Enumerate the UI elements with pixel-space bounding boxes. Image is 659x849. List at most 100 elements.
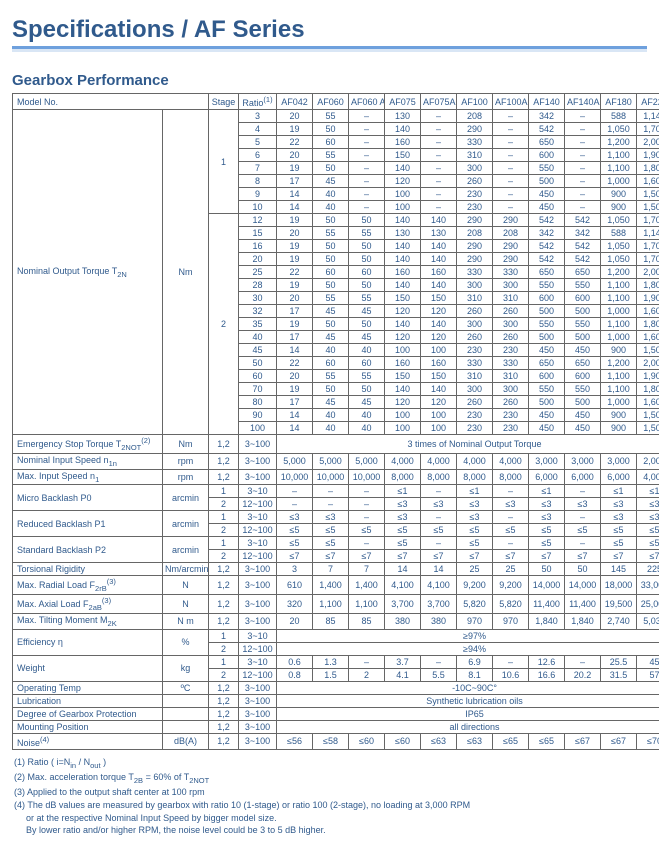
cell: 542 [529,214,565,227]
cell: 140 [421,240,457,253]
param-label: Noise(4) [13,733,163,749]
cell: 150 [385,292,421,305]
cell: 12.6 [529,655,565,668]
cell: 55 [313,227,349,240]
cell: ≤56 [277,733,313,749]
cell: 300 [493,279,529,292]
cell: 120 [385,175,421,188]
cell: – [277,498,313,511]
cell: 1,000 [601,175,637,188]
table-row: Operating TempºC1,23~100-10C~90C° [13,681,659,694]
unit-cell: N [163,595,209,614]
cell: ≤3 [637,498,659,511]
cell: 140 [385,253,421,266]
cell: ≤1 [457,485,493,498]
cell: 290 [493,214,529,227]
cell: 3,000 [565,453,601,469]
ratio-cell: 3~100 [239,453,277,469]
cell: 40 [349,422,385,435]
cell: 100 [421,409,457,422]
cell: 120 [421,331,457,344]
stage-cell: 1,2 [209,613,239,629]
cell: ≤58 [313,733,349,749]
footnote-line: (4) The dB values are measured by gearbo… [14,799,647,812]
unit-cell [163,720,209,733]
span-cell: Synthetic lubrication oils [277,694,659,707]
cell: 1,140 [637,227,659,240]
cell: 1,100 [601,149,637,162]
cell: 22 [277,136,313,149]
cell: 1,600 [637,396,659,409]
cell: 40 [313,344,349,357]
cell: 3,000 [601,453,637,469]
cell: 310 [493,292,529,305]
ratio-cell: 20 [239,253,277,266]
ratio-cell: 3~100 [239,694,277,707]
cell: ≤3 [313,511,349,524]
cell: 1,840 [529,613,565,629]
cell: 450 [565,409,601,422]
cell: 1,900 [637,149,659,162]
cell: – [421,485,457,498]
cell: – [421,511,457,524]
cell: 0.8 [277,668,313,681]
cell: 600 [529,292,565,305]
header-model: Model No. [13,94,209,110]
cell: 542 [529,123,565,136]
cell: – [349,655,385,668]
cell: 19 [277,279,313,292]
cell: 5,030 [637,613,659,629]
ratio-cell: 50 [239,357,277,370]
cell: – [493,149,529,162]
cell: 14 [277,344,313,357]
cell: ≤5 [313,537,349,550]
ratio-cell: 8 [239,175,277,188]
param-label: Emergency Stop Torque T2NOT(2) [13,435,163,454]
cell: ≤5 [601,537,637,550]
cell: 1,100 [601,370,637,383]
stage-cell: 1,2 [209,595,239,614]
cell: 5,000 [277,453,313,469]
cell: ≤1 [637,485,659,498]
cell: 900 [601,422,637,435]
cell: 7 [349,563,385,576]
cell: – [349,175,385,188]
cell: 3.7 [385,655,421,668]
cell: ≤5 [421,524,457,537]
stage-cell: 1,2 [209,576,239,595]
table-row: Efficiency η%13~10≥97% [13,629,659,642]
cell: ≤65 [529,733,565,749]
span-cell: ≥97% [277,629,659,642]
cell: 1,400 [313,576,349,595]
ratio-cell: 35 [239,318,277,331]
unit-cell: rpm [163,453,209,469]
cell: 100 [421,344,457,357]
stage-cell: 1,2 [209,563,239,576]
ratio-cell: 3~10 [239,655,277,668]
cell: – [493,537,529,550]
cell: 100 [385,201,421,214]
cell: 260 [493,305,529,318]
unit-cell [163,694,209,707]
unit-cell: ºC [163,681,209,694]
param-label: Lubrication [13,694,163,707]
ratio-cell: 25 [239,266,277,279]
cell: 19 [277,162,313,175]
cell: – [421,123,457,136]
cell: 290 [493,253,529,266]
cell: ≤60 [349,733,385,749]
cell: 140 [421,214,457,227]
cell: – [565,110,601,123]
cell: 19 [277,383,313,396]
ratio-cell: 4 [239,123,277,136]
cell: ≤60 [385,733,421,749]
cell: 120 [385,331,421,344]
cell: 4,100 [385,576,421,595]
cell: ≤3 [493,498,529,511]
stage-cell: 1,2 [209,720,239,733]
stage-cell: 1,2 [209,707,239,720]
cell: 450 [529,344,565,357]
cell: 40 [349,409,385,422]
header-stage: Stage [209,94,239,110]
cell: 970 [457,613,493,629]
